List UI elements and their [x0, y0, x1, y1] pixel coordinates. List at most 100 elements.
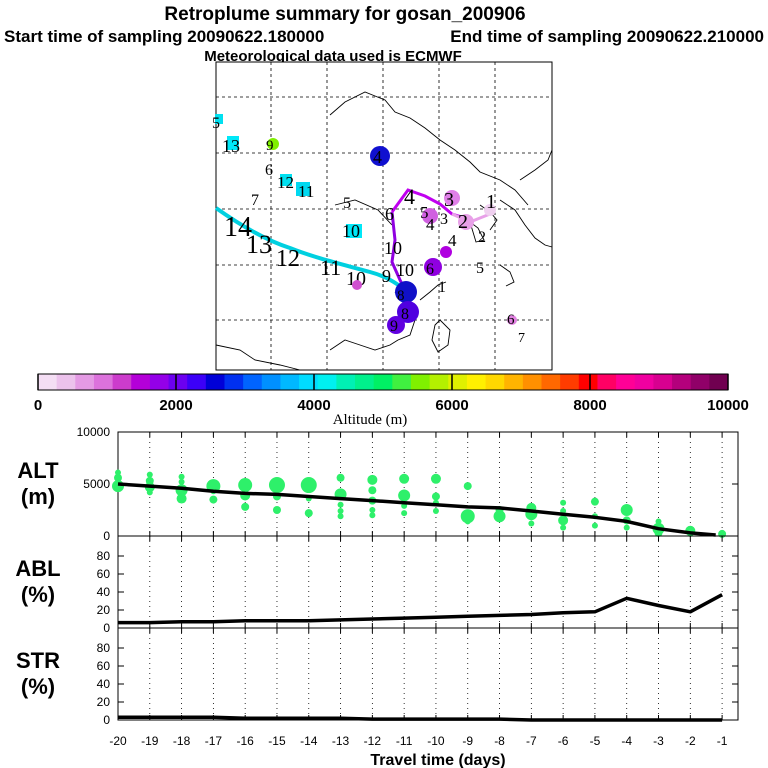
colorbar-cell	[653, 374, 673, 390]
map-label: 10	[396, 260, 414, 280]
map-label: 6	[426, 261, 434, 278]
x-tick-label: -2	[685, 734, 696, 748]
colorbar-tick-label: 10000	[707, 397, 749, 414]
colorbar-cell	[448, 374, 468, 390]
colorbar-cell	[75, 374, 95, 390]
map-label: 1	[486, 191, 496, 213]
panel-str: 0 20 40 60 80 STR(%)	[16, 627, 739, 727]
colorbar-cell	[541, 374, 561, 390]
colorbar-cell	[504, 374, 524, 390]
colorbar-cell	[224, 374, 244, 390]
y-tick-label: 10000	[77, 425, 111, 439]
colorbar-cell	[578, 374, 598, 390]
colorbar-cell	[261, 374, 281, 390]
colorbar-cell	[597, 374, 617, 390]
data-point	[398, 489, 411, 502]
data-point	[528, 520, 535, 527]
colorbar-cell	[709, 374, 729, 390]
map-label: 7	[251, 192, 259, 209]
x-tick-label: -7	[526, 734, 537, 748]
data-point	[268, 477, 285, 494]
data-point	[241, 502, 250, 511]
x-tick-label: -8	[494, 734, 505, 748]
map-label: 2	[458, 211, 468, 233]
y-tick-label: 40	[97, 585, 111, 599]
map-marker	[458, 214, 474, 230]
y-tick-label: 40	[97, 677, 111, 691]
map-marker	[424, 258, 442, 276]
colorbar-cell	[317, 374, 337, 390]
x-tick-label: -12	[364, 734, 382, 748]
colorbar-cell	[93, 374, 114, 390]
colorbar-cell	[634, 374, 654, 390]
data-point	[300, 477, 317, 494]
data-point	[620, 504, 633, 516]
data-point	[146, 471, 153, 478]
data-point	[369, 512, 376, 519]
cyan-trajectory-line	[214, 206, 407, 292]
panel-alt: 0 5000 10000 ALT(m)	[17, 425, 739, 543]
map-label: 11	[320, 255, 341, 280]
map-marker	[387, 316, 405, 334]
map-marker	[296, 182, 310, 196]
x-tick-label: -20	[109, 734, 127, 748]
data-point	[528, 514, 535, 521]
map-label: 5	[476, 260, 484, 277]
map-label: 5	[343, 195, 351, 212]
panel-ylabel-units: (%)	[21, 674, 55, 699]
colorbar-cell	[38, 374, 58, 390]
colorbar-cell	[112, 374, 132, 390]
map-marker	[422, 208, 438, 224]
y-tick-label: 20	[97, 695, 111, 709]
data-point	[399, 473, 410, 484]
map-label: 9	[266, 138, 274, 154]
x-tick-label: -6	[558, 734, 569, 748]
chart-title: Retroplume summary for gosan_200906	[164, 4, 525, 25]
data-point	[591, 522, 598, 529]
map-label: 6	[265, 162, 273, 179]
x-tick-label: -15	[268, 734, 286, 748]
colorbar-cell	[56, 374, 76, 390]
colorbar-tick-label: 4000	[297, 397, 330, 414]
map-marker	[395, 281, 417, 303]
coastlines	[215, 91, 553, 371]
map-label: 9	[390, 318, 398, 335]
colorbar-cell	[429, 374, 449, 390]
x-tick-label: -11	[396, 734, 413, 748]
colorbar-cell	[616, 374, 636, 390]
colorbar-cell	[466, 374, 487, 390]
dark-labels: 5 10 4 6 4 3 5 4 3 2 1 2 4 6 5 8 8 9 6 7	[342, 147, 525, 346]
data-point	[623, 524, 630, 531]
met-data-label: Meteorological data used is ECMWF	[204, 48, 462, 65]
map-label: 10	[342, 221, 360, 241]
map-marker	[444, 190, 460, 206]
panel-frame	[117, 627, 739, 721]
data-point	[401, 510, 408, 517]
data-point	[369, 507, 376, 513]
colorbar-cell	[205, 374, 225, 390]
panel-abl: 0 20 40 60 80 ABL(%)	[15, 535, 739, 635]
data-point	[146, 489, 153, 496]
map-label: 12	[277, 173, 294, 192]
colorbar-label: Altitude (m)	[333, 412, 408, 428]
colorbar-cell	[131, 374, 151, 390]
map-label: 1	[438, 279, 446, 296]
panel-ylabel: ABL	[15, 556, 60, 581]
y-tick-label: 20	[97, 603, 111, 617]
data-point	[114, 473, 122, 482]
colorbar-cell	[280, 374, 300, 390]
data-point	[304, 509, 313, 518]
map-label: 11	[298, 182, 314, 201]
colorbar-cell	[392, 374, 412, 390]
colorbar-tick-label: 6000	[435, 397, 468, 414]
colorbar-cell	[149, 374, 170, 390]
data-point	[464, 518, 471, 525]
colorbar-cell	[373, 374, 393, 390]
cyan-labels: 5 13 9 6 12 11 7 14 13 12 11 10	[212, 115, 366, 290]
y-tick-label: 80	[97, 641, 111, 655]
x-tick-label: -17	[205, 734, 223, 748]
colorbar-cell	[690, 374, 710, 390]
map-label: 4	[448, 231, 457, 250]
data-point	[463, 482, 472, 491]
